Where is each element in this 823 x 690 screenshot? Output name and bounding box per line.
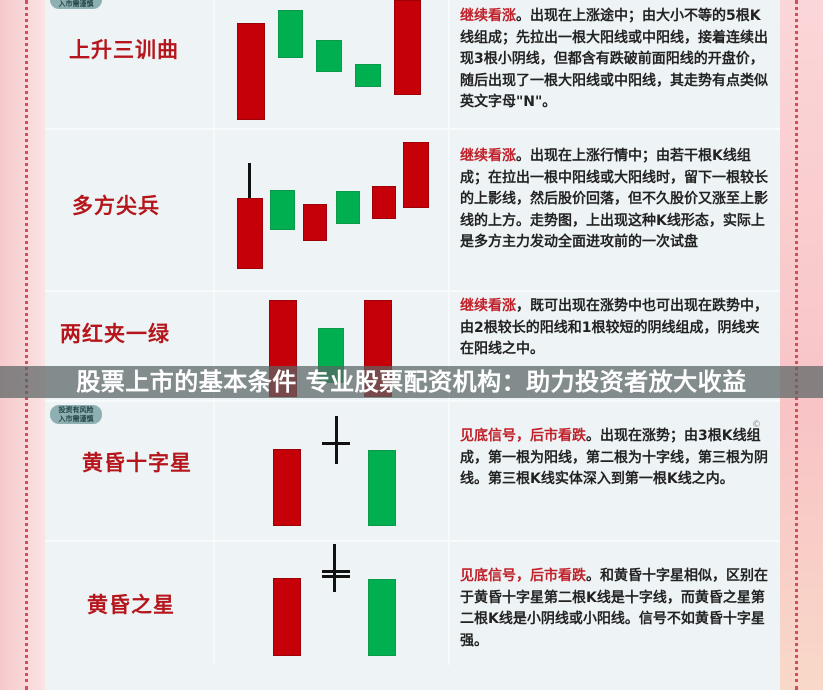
right-margin (780, 0, 823, 690)
bear-candle (278, 10, 303, 58)
doji-cross (335, 416, 338, 464)
column-divider (448, 0, 450, 665)
left-dotted-line (25, 0, 28, 690)
pattern-description: 继续看涨，既可出现在涨势中也可出现在跌势中，由2根较长的阳线和1根较短的阴线组成… (460, 298, 768, 357)
star-candle (322, 570, 350, 573)
bull-candle (273, 578, 301, 656)
bear-candle (316, 40, 342, 72)
pattern-name: 上升三训曲 (69, 38, 179, 62)
pattern-description: 见底信号，后市看跌。出现在涨势；由3根K线组成，第一根为阳线，第二根为十字线，第… (460, 428, 768, 487)
bull-candle (403, 142, 429, 208)
row-divider (45, 290, 780, 292)
row-divider (45, 128, 780, 130)
bull-candle (394, 0, 421, 95)
right-dotted-line (795, 0, 798, 690)
row-divider (45, 540, 780, 542)
column-divider (213, 0, 215, 665)
doji-cross (322, 442, 350, 445)
risk-badge: 投资有风险入市需谨慎 (50, 405, 102, 424)
pattern-description: 继续看涨。出现在上涨途中；由大小不等的5根K线组成；先拉出一根大阳线或中阳线，接… (460, 8, 768, 110)
bear-candle (355, 64, 381, 87)
bear-candle (368, 450, 396, 526)
pattern-description: 见底信号，后市看跌。和黄昏十字星相似，区别在于黄昏十字星第二根K线是十字线，而黄… (460, 568, 768, 649)
pattern-description: 继续看涨。出现在上涨行情中；由若干根K线组成；在拉出一根中阳线或大阳线时，留下一… (460, 148, 768, 250)
star-candle (333, 544, 336, 592)
pattern-name: 黄昏之星 (87, 593, 175, 617)
bear-candle (368, 579, 396, 656)
row-divider (45, 400, 780, 402)
bull-candle (273, 449, 301, 526)
pattern-name: 两红夹一绿 (60, 322, 170, 346)
title-banner: 股票上市的基本条件 专业股票配资机构：助力投资者放大收益 (0, 366, 823, 398)
bull-candle (237, 198, 263, 269)
bull-candle (237, 23, 265, 120)
bull-candle (372, 186, 396, 219)
pattern-name: 多方尖兵 (72, 194, 160, 218)
copyright-icon: © (752, 420, 761, 430)
bear-candle (270, 190, 295, 230)
pattern-card (45, 0, 780, 668)
bear-candle (336, 191, 360, 224)
pattern-name: 黄昏十字星 (82, 451, 192, 475)
star-candle (322, 575, 350, 578)
bull-candle (303, 204, 327, 241)
upper-shadow (248, 163, 251, 199)
